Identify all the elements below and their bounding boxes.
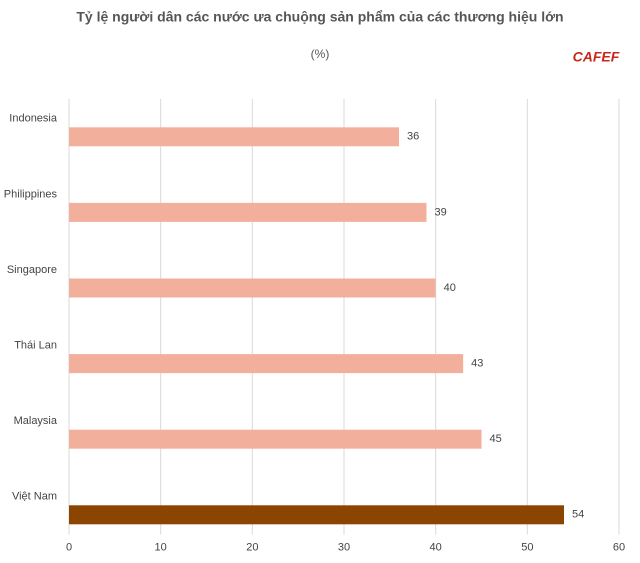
value-label: 43 <box>471 358 483 370</box>
x-tick-label: 50 <box>521 542 533 554</box>
bar <box>69 429 482 449</box>
y-tick-label: Thái Lan <box>14 340 57 352</box>
value-label: 54 <box>572 509 584 521</box>
x-tick-label: 20 <box>246 542 258 554</box>
y-tick-label: Philippines <box>4 188 58 200</box>
y-tick-label: Việt Nam <box>12 491 57 503</box>
y-tick-label: Indonesia <box>9 113 58 125</box>
x-tick-label: 0 <box>66 542 72 554</box>
x-tick-label: 40 <box>430 542 442 554</box>
chart-title: Tỷ lệ người dân các nước ưa chuộng sản p… <box>76 9 563 25</box>
bar <box>69 202 427 222</box>
value-label: 40 <box>444 282 456 294</box>
chart-subtitle: (%) <box>311 47 330 61</box>
y-tick-label: Malaysia <box>14 415 58 427</box>
x-tick-label: 10 <box>155 542 167 554</box>
value-label: 36 <box>407 131 419 143</box>
bar <box>69 505 564 525</box>
value-label: 45 <box>490 433 502 445</box>
value-label: 39 <box>435 206 447 218</box>
x-tick-label: 30 <box>338 542 350 554</box>
bar <box>69 354 464 374</box>
watermark: CAFEF <box>573 49 620 65</box>
y-tick-label: Singapore <box>7 264 57 276</box>
bar <box>69 127 399 147</box>
x-tick-label: 60 <box>613 542 625 554</box>
bar <box>69 278 436 298</box>
